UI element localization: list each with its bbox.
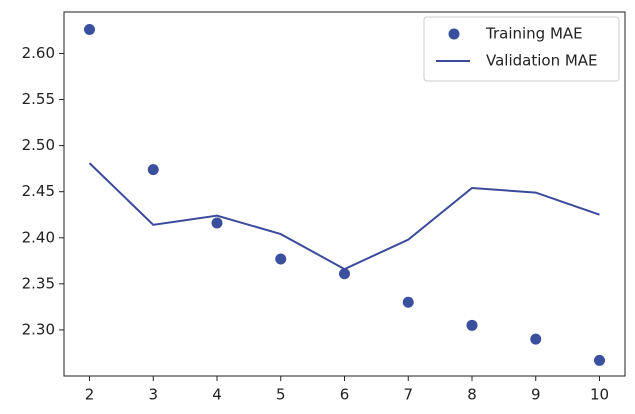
training-point (530, 333, 542, 345)
training-point (147, 164, 159, 176)
x-tick-label: 7 (403, 386, 413, 404)
plot-frame (63, 11, 626, 377)
legend-marker (448, 28, 460, 40)
y-tick-label: 2.35 (22, 274, 55, 292)
training-point (84, 24, 95, 36)
x-tick-label: 5 (276, 386, 286, 404)
training-point (466, 319, 478, 331)
x-tick-label: 9 (531, 386, 541, 404)
y-tick-label: 2.60 (22, 44, 55, 62)
training-point (402, 296, 414, 308)
x-tick-label: 4 (212, 386, 222, 404)
x-tick-label: 2 (85, 386, 95, 404)
training-point (339, 268, 350, 280)
legend-label: Training MAE (485, 25, 583, 43)
y-tick-label: 2.30 (22, 320, 55, 338)
x-tick-label: 8 (467, 386, 477, 404)
x-tick-label: 6 (340, 386, 350, 404)
legend-box (423, 16, 620, 82)
legend-label: Validation MAE (486, 52, 598, 70)
validation-line (88, 162, 600, 271)
y-tick-label: 2.50 (22, 136, 55, 154)
y-tick-label: 2.45 (22, 182, 55, 200)
training-point (275, 253, 287, 265)
training-point (594, 354, 605, 366)
y-tick-label: 2.40 (22, 228, 55, 246)
x-tick-label: 10 (590, 386, 609, 404)
training-point (211, 217, 223, 229)
x-tick-label: 3 (148, 386, 158, 404)
y-tick-label: 2.55 (22, 90, 55, 108)
